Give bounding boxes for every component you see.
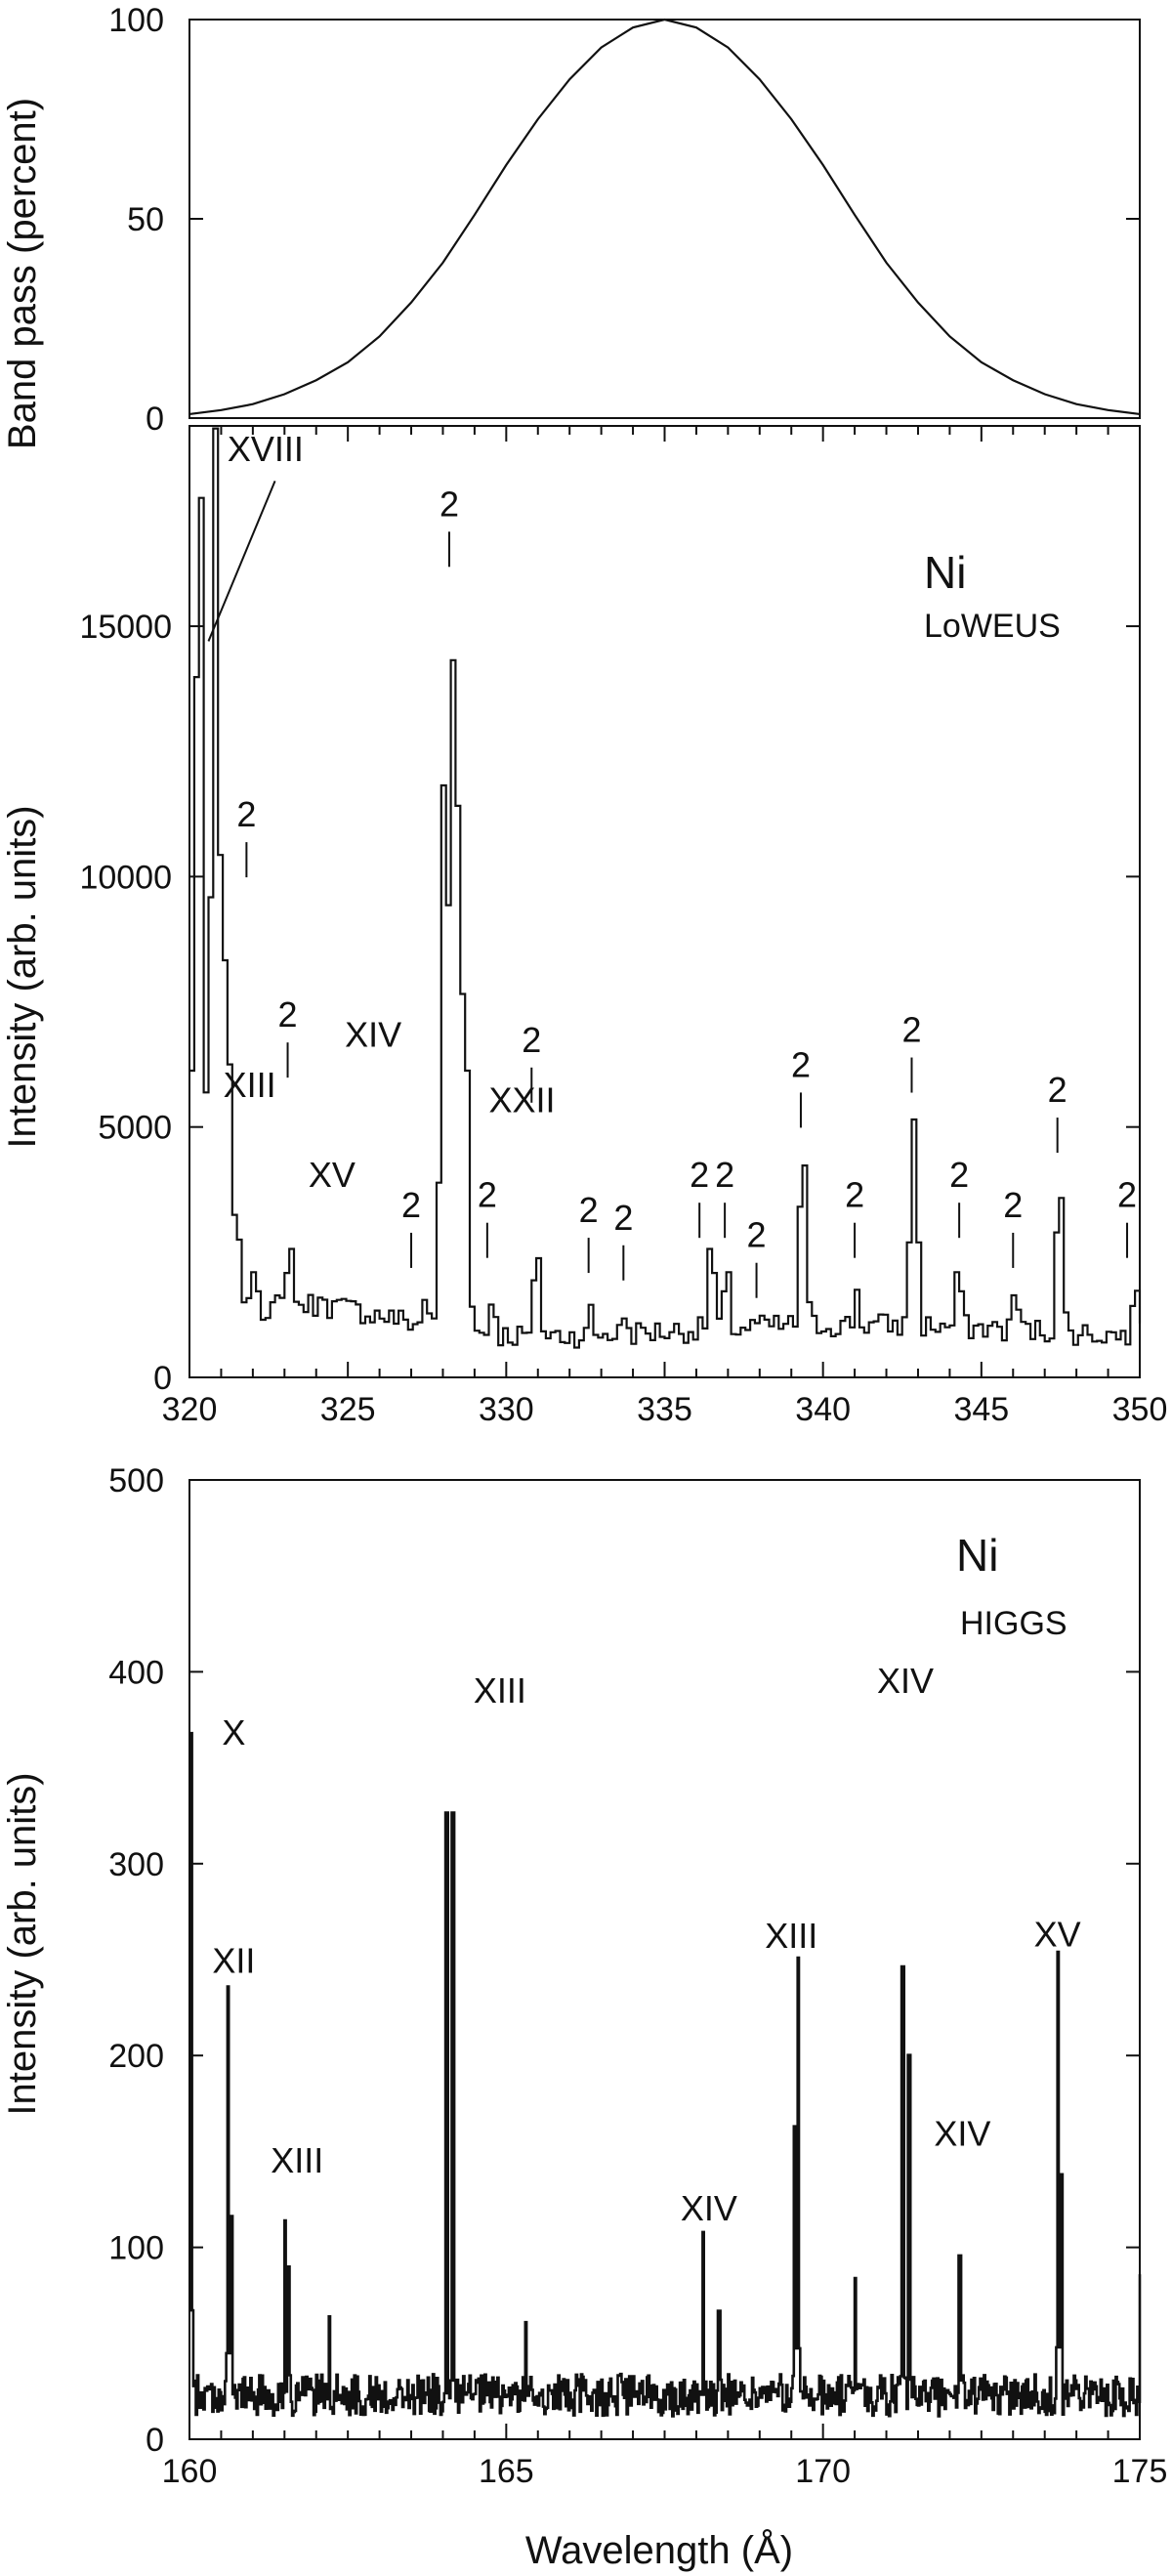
loweus-annotation: 2 (522, 1020, 541, 1060)
higgs-x-tick-label: 175 (1112, 2453, 1168, 2490)
loweus-annotation: 2 (747, 1215, 767, 1255)
higgs-y-tick-label: 500 (108, 1462, 164, 1499)
loweus-annotation: 2 (579, 1190, 599, 1230)
loweus-element-label: Ni (924, 547, 966, 598)
loweus-x-tick-label: 345 (953, 1391, 1009, 1428)
loweus-plot-frame (188, 425, 1141, 1378)
loweus-y-axis-title: Intensity (arb. units) (1, 805, 44, 1148)
loweus-annotation: 2 (613, 1198, 633, 1238)
loweus-annotation: XXII (489, 1079, 556, 1119)
higgs-spectrum-line (189, 1731, 1142, 2418)
higgs-annotation: XIII (271, 2140, 323, 2180)
higgs-annotation: XIV (934, 2114, 990, 2154)
loweus-annotation: 2 (949, 1155, 969, 1195)
loweus-annotation: 2 (236, 794, 256, 834)
higgs-annotation: XIV (681, 2188, 737, 2228)
loweus-y-tick-label: 5000 (98, 1110, 172, 1147)
higgs-annotation: XIII (765, 1916, 817, 1956)
loweus-annotation: XV (309, 1155, 356, 1195)
band-pass-y-tick-label: 100 (108, 2, 164, 39)
higgs-annotation: XV (1034, 1914, 1081, 1954)
loweus-x-tick-label: 325 (320, 1391, 376, 1428)
loweus-annotation: XIV (345, 1015, 401, 1055)
band-pass-y-tick-label: 50 (127, 201, 164, 238)
loweus-annotation: 2 (278, 994, 298, 1035)
higgs-y-tick-label: 300 (108, 1846, 164, 1883)
higgs-y-tick-label: 200 (108, 2038, 164, 2075)
higgs-element-label: Ni (956, 1530, 998, 1581)
loweus-annotation: 2 (901, 1010, 921, 1050)
higgs-annotation: XIII (474, 1670, 526, 1710)
band-pass-plot-frame (188, 19, 1141, 419)
loweus-annotation: XIII (224, 1065, 276, 1105)
x-axis-title: Wavelength (Å) (525, 2528, 793, 2572)
band-pass-y-axis-title: Band pass (percent) (1, 98, 44, 449)
higgs-y-axis-title: Intensity (arb. units) (1, 1772, 44, 2115)
loweus-annotation: 2 (1048, 1070, 1067, 1110)
higgs-x-tick-label: 165 (479, 2453, 534, 2490)
loweus-x-tick-label: 335 (637, 1391, 692, 1428)
higgs-x-tick-label: 170 (795, 2453, 851, 2490)
loweus-annotation: 2 (1117, 1175, 1137, 1215)
loweus-y-tick-label: 0 (153, 1360, 172, 1397)
loweus-annotation: 2 (791, 1044, 811, 1084)
loweus-annotation: 2 (715, 1155, 734, 1195)
higgs-y-tick-label: 400 (108, 1654, 164, 1691)
band-pass-panel: 0 50 100 (108, 2, 1141, 438)
band-pass-y-tick-label: 0 (146, 401, 164, 438)
higgs-x-tick-label: 160 (162, 2453, 218, 2490)
higgs-annotation: XII (212, 1941, 255, 1981)
loweus-instrument-label: LoWEUS (924, 608, 1061, 645)
loweus-annotation: 2 (401, 1185, 421, 1225)
loweus-x-tick-label: 350 (1112, 1391, 1168, 1428)
loweus-spectrum-line (189, 427, 1142, 1349)
loweus-annotation: XVIII (228, 429, 304, 469)
loweus-y-tick-label: 10000 (79, 859, 172, 896)
higgs-instrument-label: HIGGS (960, 1605, 1067, 1642)
higgs-annotation: X (222, 1712, 245, 1753)
loweus-y-tick-label: 15000 (79, 609, 172, 646)
loweus-annotation: 2 (478, 1175, 497, 1215)
loweus-annotation: 2 (1003, 1185, 1023, 1225)
band-pass-curve (188, 18, 1141, 416)
higgs-y-tick-label: 100 (108, 2230, 164, 2267)
higgs-annotation: XIV (877, 1661, 934, 1701)
loweus-x-tick-label: 330 (479, 1391, 534, 1428)
loweus-annotation: 2 (845, 1175, 864, 1215)
loweus-x-tick-label: 320 (162, 1391, 218, 1428)
loweus-annotation: 2 (690, 1155, 709, 1195)
higgs-panel: 0 100 200 300 400 500 160 165 170 175 X XII XIII XIII… (108, 1462, 1167, 2490)
xviii-leader-line (207, 481, 276, 642)
loweus-x-tick-label: 340 (795, 1391, 851, 1428)
higgs-y-tick-label: 0 (146, 2422, 164, 2459)
loweus-panel: 0 5000 10000 15000 320 325 330 335 340 345 350 XVII… (79, 425, 1168, 1428)
loweus-annotation: 2 (440, 484, 459, 524)
